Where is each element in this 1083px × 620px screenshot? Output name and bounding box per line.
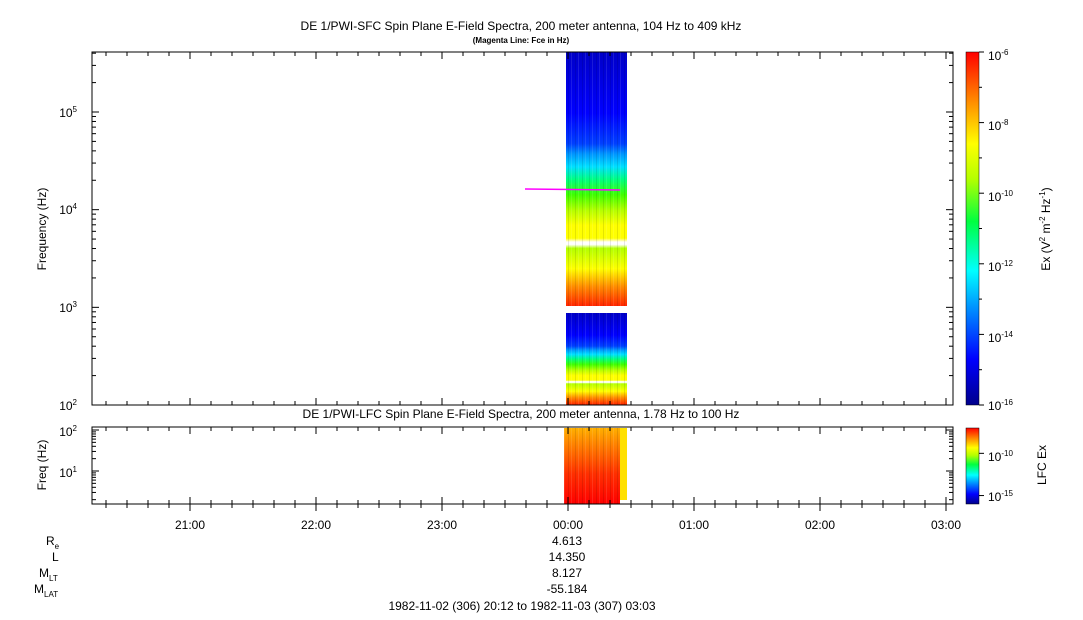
time-axis-labels: 21:00 22:00 23:00 00:00 01:00 02:00 03:0… (175, 518, 961, 532)
lfc-texture (564, 428, 620, 504)
cb1-tick-10: 10-10 (988, 189, 1013, 204)
fce-magenta-line (524, 188, 621, 191)
panel-2-title: DE 1/PWI-LFC Spin Plane E-Field Spectra,… (303, 407, 740, 421)
cb1-tick-14: 10-14 (988, 330, 1013, 345)
sfc-gap (566, 306, 627, 313)
xtick-0200: 02:00 (805, 518, 835, 532)
xtick-2200: 22:00 (301, 518, 331, 532)
sfc-colorbar (965, 51, 980, 406)
sfc-colorbar-label: Ex (V2 m-2 Hz-1) (1038, 187, 1053, 270)
lfc-colorbar (965, 427, 980, 505)
sfc-plot-frame (91, 51, 954, 406)
sfc-ytick-100: 102 (59, 398, 77, 413)
lfc-y-axis-label: Freq (Hz) (35, 440, 49, 491)
cb1-tick-16: 10-16 (988, 398, 1013, 413)
sfc-spectrogram (524, 52, 627, 405)
sfc-texture (566, 52, 627, 405)
xtick-2100: 21:00 (175, 518, 205, 532)
xtick-0300: 03:00 (931, 518, 961, 532)
xtick-2300: 23:00 (427, 518, 457, 532)
lfc-y-tick-labels: 101 102 (59, 424, 77, 480)
ephem-label-l: L (52, 550, 59, 564)
lfc-ytick-10: 101 (59, 465, 77, 480)
ephem-label-mlat: MLAT (34, 582, 58, 599)
cb1-tick-8: 10-8 (988, 118, 1009, 133)
cb1-tick-6: 10-6 (988, 48, 1009, 63)
xtick-0000: 00:00 (553, 518, 583, 532)
lfc-minor-ticks (92, 429, 953, 501)
ephem-value-l: 14.350 (549, 550, 586, 564)
sfc-y-tick-labels: 102 103 104 105 (59, 105, 77, 413)
cb2-tick-15: 10-15 (988, 489, 1013, 504)
lfc-colorbar-ticks (979, 452, 984, 497)
cb1-tick-12: 10-12 (988, 259, 1013, 274)
lfc-spectrogram (564, 428, 627, 504)
lfc-colorbar-tick-labels: 10-10 10-15 (988, 449, 1013, 504)
ephem-label-mlt: MLT (39, 566, 58, 583)
panel-1-title: DE 1/PWI-SFC Spin Plane E-Field Spectra,… (301, 19, 742, 33)
sfc-minor-ticks (92, 52, 953, 406)
time-axis-ticks (105, 52, 947, 511)
lfc-plot-frame (91, 426, 954, 505)
sfc-ytick-10000: 104 (59, 202, 77, 217)
lfc-data-edge (620, 428, 627, 500)
ephem-value-mlt: 8.127 (552, 566, 582, 580)
sfc-ytick-1000: 103 (59, 300, 77, 315)
ephemeris-values: 4.613 14.350 8.127 -55.184 (547, 534, 588, 596)
lfc-colorbar-label: LFC Ex (1035, 445, 1049, 485)
ephem-value-mlat: -55.184 (547, 582, 588, 596)
time-range-label: 1982-11-02 (306) 20:12 to 1982-11-03 (30… (388, 599, 655, 613)
xtick-0100: 01:00 (679, 518, 709, 532)
panel-1-subtitle: (Magenta Line: Fce in Hz) (473, 36, 570, 45)
ephem-value-re: 4.613 (552, 534, 582, 548)
sfc-y-axis-label: Frequency (Hz) (35, 188, 49, 271)
ephemeris-labels: Re L MLT MLAT (34, 534, 60, 599)
sfc-ytick-100000: 105 (59, 105, 77, 120)
ephem-label-re: Re (46, 534, 60, 551)
lfc-ytick-100: 102 (59, 424, 77, 439)
sfc-colorbar-ticks (979, 51, 984, 406)
sfc-colorbar-tick-labels: 10-6 10-8 10-10 10-12 10-14 10-16 (988, 48, 1013, 413)
cb2-tick-10: 10-10 (988, 449, 1013, 464)
